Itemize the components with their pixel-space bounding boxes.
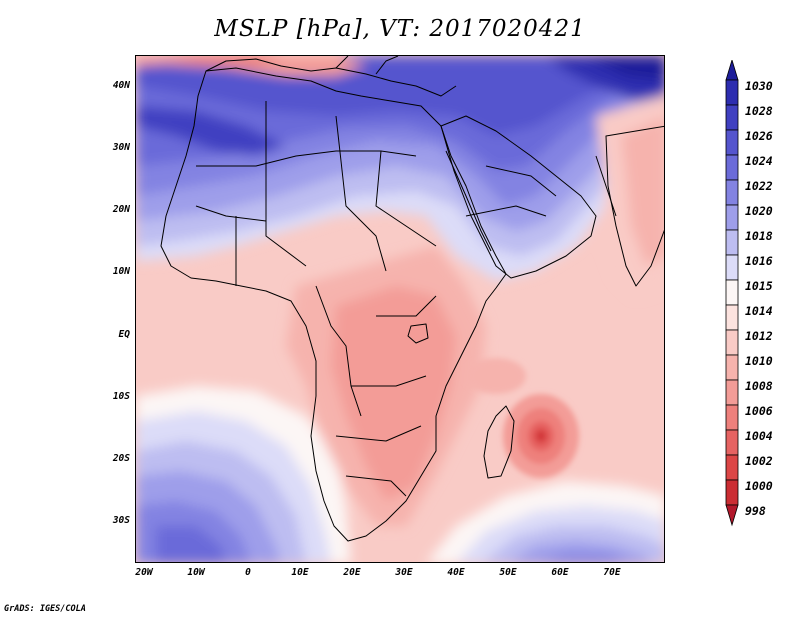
colorbar-label-1008: 1008 xyxy=(745,379,773,393)
lat-label-eq: EQ xyxy=(118,329,130,340)
colorbar-box xyxy=(725,204,739,231)
colorbar-box xyxy=(725,279,739,306)
map-title: MSLP [hPa], VT: 2017020421 xyxy=(214,16,586,42)
lat-label-30n: 30N xyxy=(112,142,130,153)
lon-label-50e: 50E xyxy=(499,567,517,578)
colorbar-box xyxy=(725,429,739,456)
colorbar-label-1018: 1018 xyxy=(745,229,773,243)
colorbar-box xyxy=(725,454,739,481)
colorbar-box xyxy=(725,304,739,331)
colorbar-label-1002: 1002 xyxy=(745,454,773,468)
lon-label-0: 0 xyxy=(245,567,251,578)
colorbar-label-1028: 1028 xyxy=(745,104,773,118)
lat-label-20s: 20S xyxy=(112,453,130,464)
colorbar-triangle-bottom xyxy=(725,504,739,527)
lon-label-10w: 10W xyxy=(187,567,205,578)
colorbar-box xyxy=(725,179,739,206)
colorbar-label-1010: 1010 xyxy=(745,354,773,368)
colorbar-box xyxy=(725,254,739,281)
colorbar-label-1024: 1024 xyxy=(745,154,773,168)
colorbar-label-1030: 1030 xyxy=(745,79,773,93)
colorbar xyxy=(725,60,739,527)
lon-label-20w: 20W xyxy=(135,567,153,578)
lon-label-30e: 30E xyxy=(395,567,413,578)
colorbar-box xyxy=(725,404,739,431)
lat-label-40n: 40N xyxy=(112,80,130,91)
colorbar-label-1022: 1022 xyxy=(745,179,773,193)
lon-label-70e: 70E xyxy=(603,567,621,578)
colorbar-box xyxy=(725,129,739,156)
colorbar-box xyxy=(725,154,739,181)
colorbar-label-1020: 1020 xyxy=(745,204,773,218)
colorbar-label-1015: 1015 xyxy=(745,279,773,293)
colorbar-label-1014: 1014 xyxy=(745,304,773,318)
lon-label-40e: 40E xyxy=(447,567,465,578)
colorbar-label-1006: 1006 xyxy=(745,404,773,418)
colorbar-label-1016: 1016 xyxy=(745,254,773,268)
lon-label-60e: 60E xyxy=(551,567,569,578)
colorbar-box xyxy=(725,79,739,106)
lat-label-30s: 30S xyxy=(112,515,130,526)
colorbar-label-998: 998 xyxy=(745,504,766,518)
colorbar-label-1026: 1026 xyxy=(745,129,773,143)
colorbar-label-1012: 1012 xyxy=(745,329,773,343)
lon-label-10e: 10E xyxy=(291,567,309,578)
colorbar-box xyxy=(725,354,739,381)
colorbar-box xyxy=(725,104,739,131)
colorbar-label-1004: 1004 xyxy=(745,429,773,443)
lat-label-10n: 10N xyxy=(112,266,130,277)
colorbar-label-1000: 1000 xyxy=(745,479,773,493)
colorbar-box xyxy=(725,329,739,356)
coastlines xyxy=(160,56,664,542)
colorbar-box xyxy=(725,229,739,256)
pressure-map xyxy=(135,55,665,563)
lat-label-10s: 10S xyxy=(112,391,130,402)
colorbar-triangle-top xyxy=(725,60,739,81)
lon-label-20e: 20E xyxy=(343,567,361,578)
lat-label-20n: 20N xyxy=(112,204,130,215)
colorbar-box xyxy=(725,379,739,406)
grads-credit: GrADS: IGES/COLA xyxy=(4,604,86,614)
colorbar-box xyxy=(725,479,739,506)
pressure-field xyxy=(136,56,664,562)
